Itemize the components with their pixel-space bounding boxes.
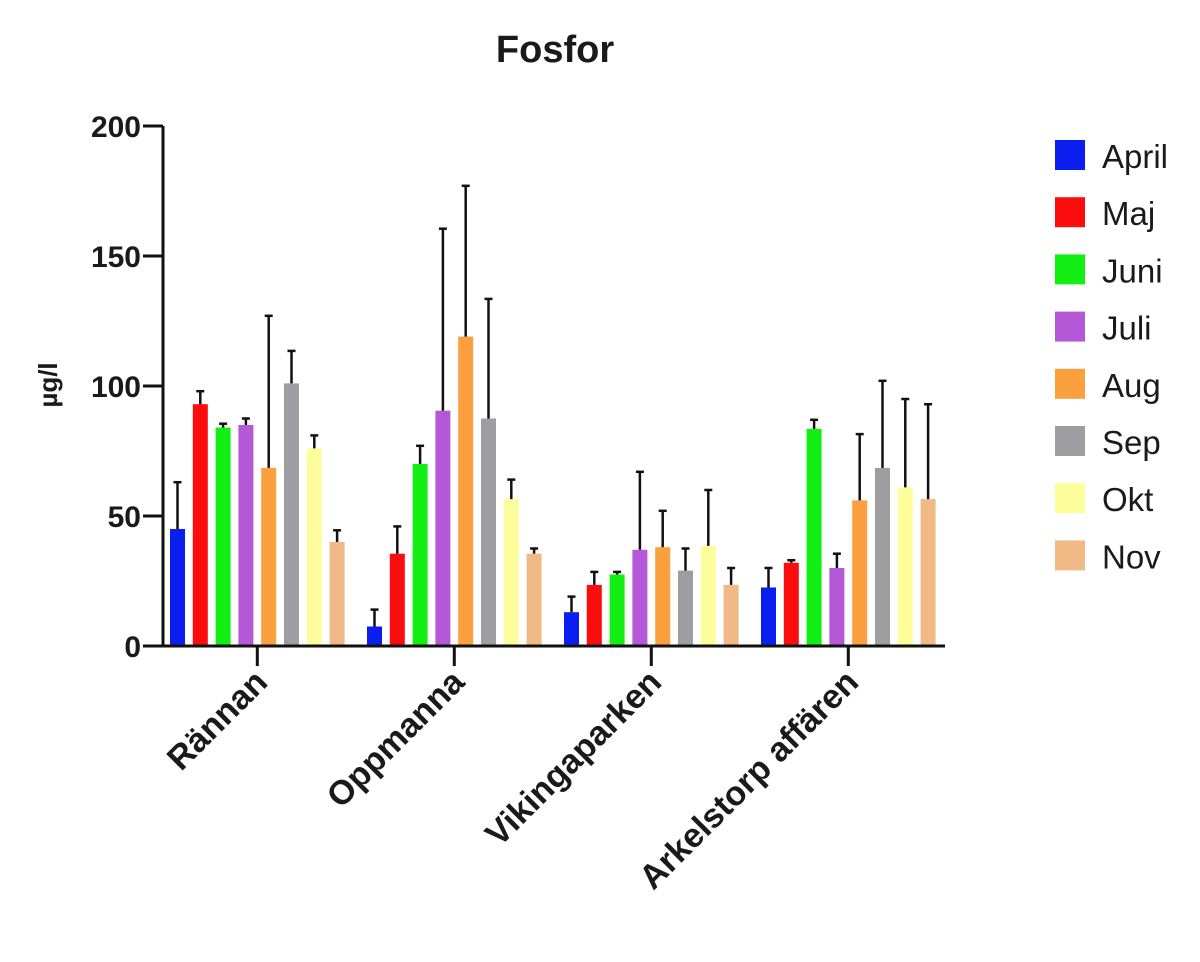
legend-swatch-aug [1055,368,1085,399]
bar-april-1 [367,626,382,646]
legend-label: Juni [1102,252,1163,289]
x-tick-label: Oppmanna [320,662,473,815]
bar-maj-0 [192,404,208,646]
bar-juni-0 [215,427,231,646]
bar-okt-3 [897,487,913,646]
legend-label: April [1102,138,1168,175]
bar-okt-0 [306,448,322,646]
y-axis-label: µg/l [33,362,63,407]
bar-sep-3 [875,467,890,646]
legend: April Maj Juni Juli Aug Sep Okt Nov [1055,138,1168,575]
bar-sep-0 [284,383,299,646]
legend-swatch-sep [1055,426,1085,456]
legend-swatch-april [1055,140,1085,170]
bar-aug-1 [458,336,474,646]
bar-aug-3 [852,500,868,646]
chart-title: Fosfor [496,29,614,71]
bar-juni-3 [806,428,822,646]
bar-okt-2 [700,545,716,646]
legend-swatch-nov [1055,540,1085,571]
legend-label: Okt [1102,481,1153,518]
bar-maj-3 [783,562,799,646]
plot-area: 0 50 100 150 200 Rännan Oppmanna VikingaparkenA… [91,111,945,897]
x-tick-label: Rännan [160,663,275,778]
y-tick-label: 50 [108,501,141,534]
bar-sep-1 [481,418,496,646]
legend-swatch-juli [1055,311,1085,342]
bar-juli-2 [632,549,648,646]
bar-sep-2 [678,570,693,646]
bar-nov-1 [526,553,542,646]
bar-maj-2 [586,584,602,646]
legend-label: Aug [1102,367,1161,404]
bar-nov-3 [920,499,936,646]
bar-okt-1 [503,499,519,646]
x-tick-label: Vikingaparken [478,663,669,854]
bar-april-2 [564,612,579,646]
y-tick-label: 0 [124,631,141,664]
bar-juni-2 [609,574,625,646]
bar-juli-1 [435,410,451,646]
bar-nov-0 [329,542,345,646]
bar-aug-0 [261,467,277,646]
y-tick-label: 200 [91,111,141,144]
legend-swatch-maj [1055,197,1085,228]
legend-label: Maj [1102,195,1155,232]
legend-label: Sep [1102,424,1161,461]
bar-juli-3 [829,568,845,646]
bar-aug-2 [655,547,671,646]
bar-april-0 [170,529,185,646]
y-tick-label: 150 [91,241,141,274]
bar-nov-2 [723,584,739,646]
bar-april-3 [761,587,776,646]
legend-label: Nov [1102,538,1161,575]
x-tick-label: Arkelstorp affären [632,663,866,897]
bar-maj-1 [389,553,405,646]
legend-swatch-juni [1055,254,1085,285]
legend-swatch-okt [1055,483,1085,514]
bar-juli-0 [238,425,254,646]
y-tick-label: 100 [91,371,141,404]
bar-juni-1 [412,464,428,646]
legend-label: Juli [1102,310,1152,347]
